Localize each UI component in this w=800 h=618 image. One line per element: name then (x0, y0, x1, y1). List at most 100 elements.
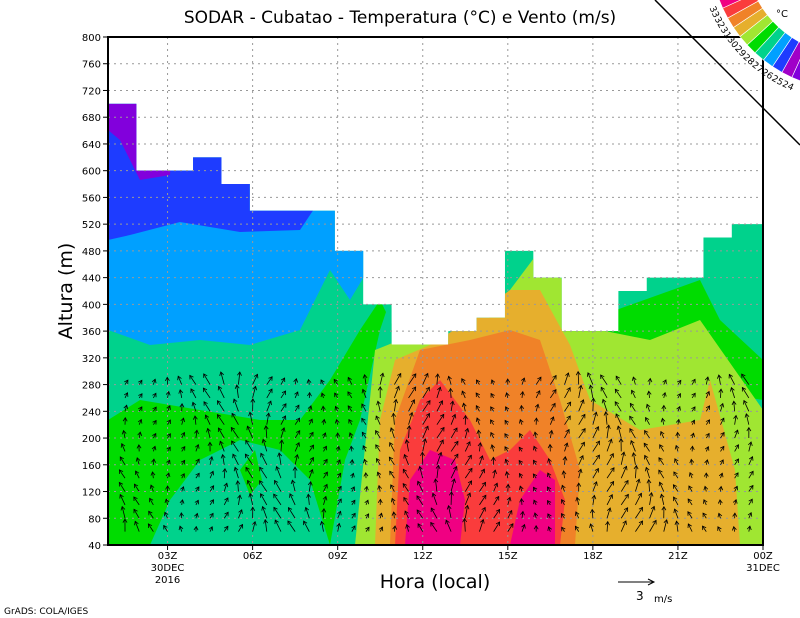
vector-ref-unit: m/s (654, 594, 672, 605)
wind-arrow (564, 442, 569, 452)
wind-arrow (178, 525, 184, 532)
wind-arrow (662, 379, 667, 385)
wind-arrow (203, 373, 211, 385)
wind-arrow (181, 446, 186, 452)
wind-arrow (461, 378, 466, 385)
wind-arrow (250, 506, 256, 519)
y-tick-label: 800 (82, 33, 101, 44)
wind-arrow (561, 470, 567, 479)
wind-arrow (718, 472, 724, 479)
wind-arrow (195, 472, 200, 479)
wind-arrow (592, 426, 600, 439)
wind-arrow (417, 480, 424, 492)
wind-arrow (703, 485, 709, 492)
plot-frame (107, 36, 764, 546)
wind-arrow (675, 431, 681, 439)
wind-arrow (408, 399, 416, 412)
y-tick-label: 600 (82, 167, 101, 178)
wind-arrow (348, 418, 353, 425)
wind-arrow (504, 471, 510, 479)
wind-arrow (479, 455, 484, 465)
wind-arrow (275, 465, 282, 479)
wind-arrow (308, 431, 314, 439)
wind-arrow (578, 441, 585, 452)
wind-arrow (191, 401, 197, 412)
wind-arrow (206, 427, 211, 439)
wind-arrow (564, 428, 570, 439)
x-tick-label: 21Z (668, 551, 688, 562)
wind-arrow (561, 484, 566, 492)
wind-arrow (394, 372, 402, 385)
wind-arrow (605, 520, 610, 532)
wind-arrow (320, 405, 326, 412)
wind-arrow (475, 417, 481, 425)
wind-arrow (731, 525, 737, 532)
wind-arrow (734, 444, 739, 452)
wind-arrow (719, 459, 724, 465)
wind-arrow (688, 471, 694, 479)
wind-arrow (464, 454, 472, 466)
wind-arrow (389, 427, 395, 439)
wind-arrow (645, 403, 651, 412)
contour-band (510, 470, 555, 545)
wind-arrow (246, 479, 253, 492)
wind-arrow (277, 452, 282, 465)
wind-arrow (166, 405, 171, 412)
wind-vectors (118, 370, 754, 532)
wind-arrow (620, 507, 629, 519)
wind-arrow (576, 482, 582, 492)
wind-arrow (148, 510, 154, 519)
wind-arrow (377, 498, 383, 505)
wind-arrow (476, 429, 482, 439)
wind-arrow (614, 401, 622, 412)
wind-arrow (574, 525, 580, 532)
wind-arrow (195, 458, 200, 465)
footer-credit: GrADS: COLA/IGES (4, 607, 88, 617)
wind-arrow (294, 430, 301, 439)
wind-arrow (163, 524, 168, 532)
wind-arrow (217, 400, 225, 412)
wind-arrow (118, 481, 126, 492)
wind-arrow (166, 459, 171, 465)
colorbar-label: 24 (780, 80, 795, 94)
wind-arrow (194, 443, 200, 452)
wind-arrow (261, 438, 268, 452)
wind-arrow (402, 483, 409, 492)
wind-arrow (647, 377, 653, 385)
wind-arrow (448, 387, 454, 398)
wind-arrow (748, 484, 754, 492)
wind-arrow (549, 374, 557, 385)
wind-arrow (223, 497, 229, 506)
wind-arrow (674, 444, 680, 452)
wind-arrow (490, 392, 495, 399)
wind-arrow (748, 441, 753, 452)
wind-arrow (660, 417, 666, 425)
wind-arrow (349, 445, 354, 452)
wind-arrow (223, 482, 229, 492)
wind-arrow (533, 417, 539, 425)
x-tick-label: 15Z (498, 551, 518, 562)
wind-arrow (506, 496, 512, 506)
wind-arrow (192, 415, 198, 425)
wind-arrow (294, 404, 300, 412)
wind-arrow (575, 370, 581, 385)
wind-arrow (416, 495, 424, 506)
wind-arrow (245, 466, 253, 479)
wind-arrow (320, 379, 325, 385)
wind-arrow (321, 418, 327, 425)
wind-arrow (203, 401, 211, 412)
wind-arrow (231, 412, 239, 425)
y-tick-label: 400 (82, 300, 101, 311)
wind-arrow (238, 509, 243, 519)
x-tick-label: 00Z (753, 551, 773, 562)
wind-arrow (266, 400, 272, 412)
wind-arrow (134, 470, 140, 479)
wind-arrow (534, 403, 540, 412)
wind-arrow (577, 468, 583, 479)
wind-arrow (734, 429, 739, 439)
wind-arrow (280, 415, 287, 425)
wind-arrow (521, 523, 526, 532)
wind-arrow (322, 495, 328, 506)
wind-arrow (720, 417, 725, 425)
wind-arrow (507, 509, 513, 519)
